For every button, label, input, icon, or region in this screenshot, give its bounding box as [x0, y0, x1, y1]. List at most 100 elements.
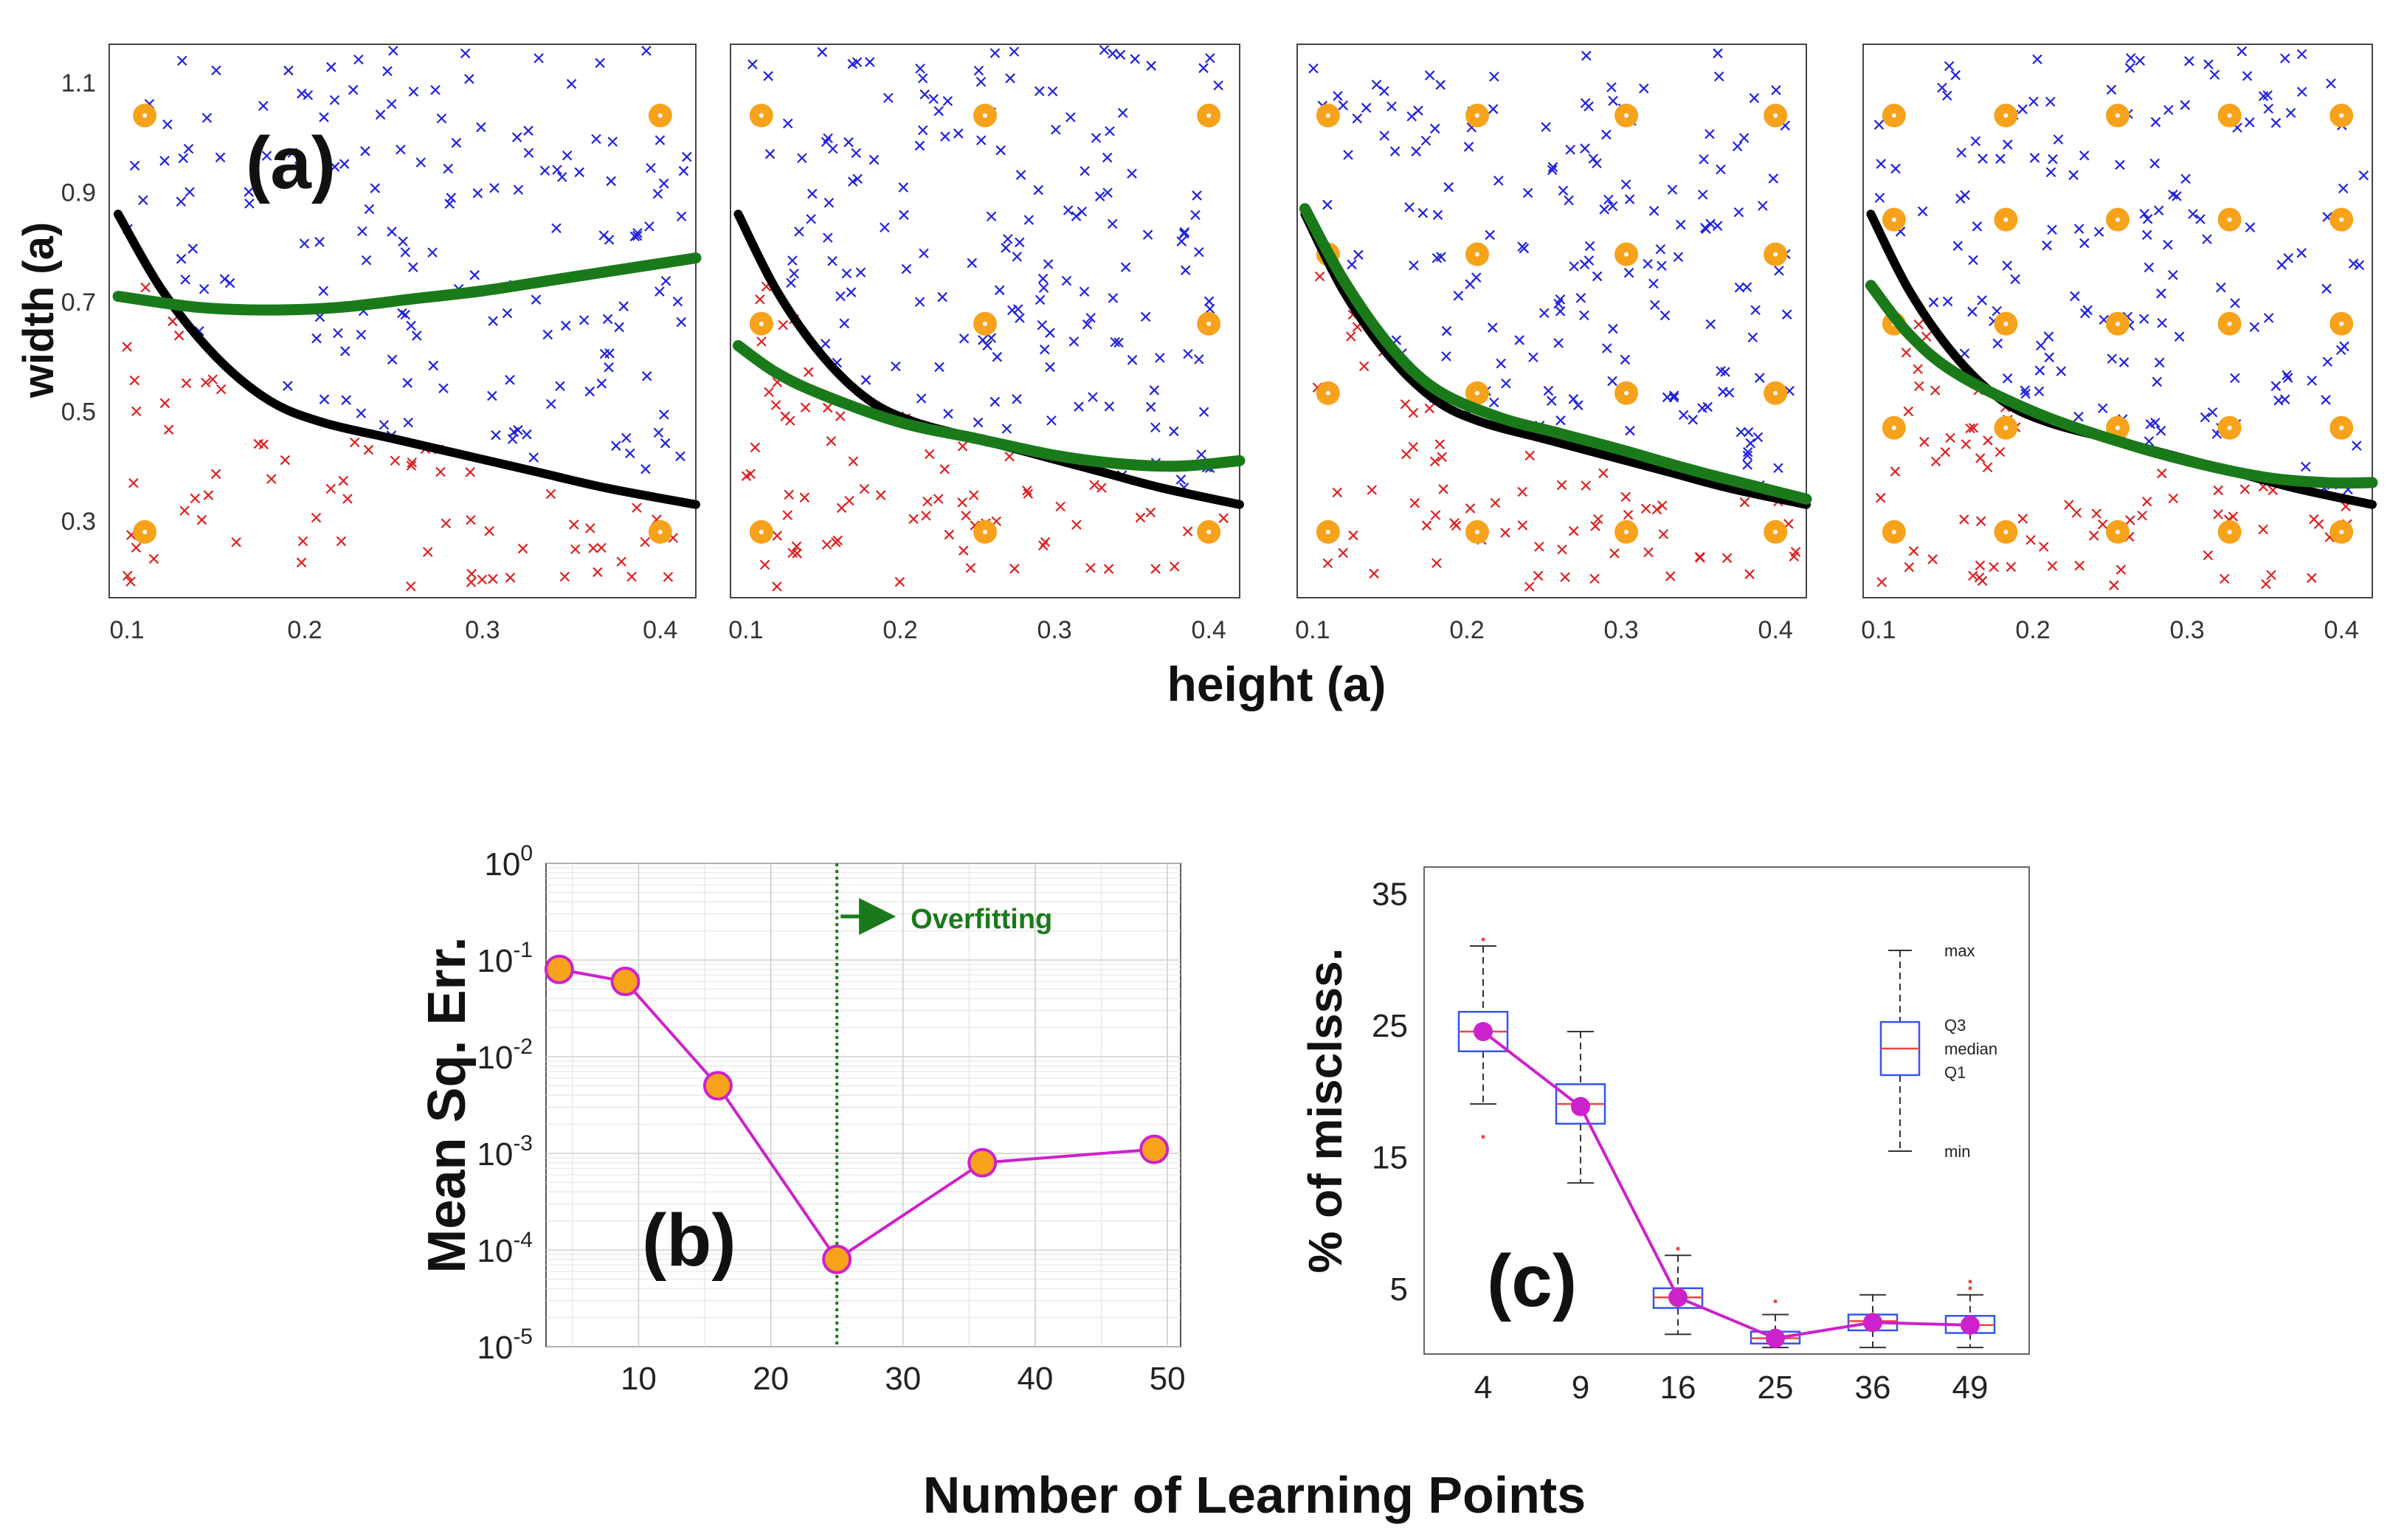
class-above-marker	[1522, 187, 1533, 198]
class-above-marker	[1745, 438, 1756, 449]
y-tick-exponent: -2	[513, 1035, 533, 1059]
class-below-marker	[311, 512, 322, 523]
class-above-marker	[198, 283, 210, 294]
class-above-marker	[2082, 305, 2093, 316]
class-above-marker	[446, 193, 457, 203]
class-above-marker	[2142, 214, 2153, 224]
learning-point-center	[2003, 321, 2009, 326]
class-below-marker	[1739, 497, 1750, 508]
class-below-marker	[210, 469, 221, 480]
class-above-marker	[283, 65, 294, 76]
class-below-marker	[1358, 361, 1370, 372]
box-outlier	[1481, 937, 1485, 942]
learning-point-center	[142, 529, 148, 534]
class-below-marker	[944, 529, 955, 540]
class-above-marker	[1429, 123, 1440, 134]
class-above-marker	[2273, 396, 2284, 406]
class-above-marker	[1564, 195, 1574, 206]
class-above-marker	[287, 148, 298, 158]
mse-data-point	[702, 1071, 733, 1101]
class-below-marker	[800, 402, 811, 413]
class-below-marker	[2239, 484, 2251, 494]
class-above-marker	[1205, 52, 1215, 63]
class-below-marker	[1790, 547, 1801, 557]
learning-point-center	[1474, 390, 1479, 396]
class-above-marker	[1015, 313, 1025, 323]
class-above-marker	[1643, 258, 1653, 269]
class-above-marker	[1738, 133, 1750, 143]
class-above-marker	[1127, 355, 1138, 365]
learning-point-center	[983, 113, 987, 118]
class-above-marker	[919, 89, 930, 100]
class-below-marker	[1400, 399, 1411, 410]
class-above-marker	[1338, 100, 1349, 111]
y-tick-label: 35	[1372, 877, 1408, 913]
class-above-marker	[2180, 100, 2190, 111]
class-below-marker	[1913, 319, 1924, 330]
class-below-marker	[1921, 331, 1932, 342]
class-below-marker	[2157, 468, 2167, 479]
class-above-marker	[1006, 305, 1018, 316]
class-above-marker	[533, 53, 544, 63]
class-below-marker	[770, 400, 781, 410]
class-below-marker	[1959, 514, 1969, 525]
class-above-marker	[1732, 141, 1743, 152]
class-below-marker	[1977, 576, 1988, 586]
class-above-marker	[1724, 387, 1735, 398]
class-below-marker	[1913, 364, 1923, 374]
class-below-marker	[848, 456, 859, 466]
class-above-marker	[1379, 86, 1389, 97]
class-above-marker	[507, 434, 518, 444]
class-above-marker	[1741, 282, 1752, 292]
class-above-marker	[2047, 224, 2057, 235]
class-above-marker	[1035, 294, 1046, 305]
class-above-marker	[1659, 310, 1671, 321]
class-above-marker	[787, 255, 798, 266]
class-above-marker	[2048, 153, 2058, 165]
class-above-marker	[1487, 322, 1498, 333]
learning-point-center	[2116, 113, 2120, 118]
class-below-marker	[1908, 546, 1919, 556]
class-above-marker	[847, 176, 858, 187]
class-above-marker	[629, 231, 640, 242]
y-tick-label: 5	[1390, 1271, 1408, 1308]
class-below-marker	[1345, 331, 1356, 342]
class-above-marker	[2282, 370, 2292, 381]
class-below-marker	[585, 523, 595, 534]
class-below-marker	[1218, 513, 1229, 524]
class-above-marker	[2034, 386, 2045, 397]
class-above-marker	[1583, 101, 1594, 111]
class-below-marker	[349, 437, 360, 448]
class-below-marker	[1968, 423, 1979, 433]
plot-frame	[1423, 866, 2030, 1355]
class-below-marker	[1989, 562, 1999, 573]
learning-point-center	[657, 529, 663, 534]
class-above-marker	[469, 270, 480, 280]
class-above-marker	[319, 394, 330, 404]
class-above-marker	[2280, 53, 2290, 63]
class-above-marker	[502, 308, 513, 319]
class-above-marker	[1389, 146, 1401, 156]
class-below-marker	[836, 503, 847, 514]
mse-data-point	[967, 1147, 998, 1178]
y-tick-label: 10-4	[477, 1228, 533, 1269]
class-below-marker	[2064, 500, 2074, 510]
class-above-marker	[1749, 93, 1760, 103]
learning-point-center	[1474, 113, 1479, 118]
class-above-marker	[641, 46, 652, 56]
class-above-marker	[361, 255, 372, 266]
class-above-marker	[436, 113, 447, 124]
class-above-marker	[1967, 306, 1978, 317]
class-above-marker	[1333, 91, 1343, 101]
class-above-marker	[1890, 163, 1901, 174]
class-below-marker	[2261, 579, 2271, 590]
class-below-marker	[131, 406, 142, 417]
class-below-marker	[1437, 452, 1447, 463]
class-above-marker	[641, 370, 652, 381]
class-above-marker	[1175, 474, 1187, 485]
class-above-marker	[1555, 415, 1566, 426]
class-below-marker	[1421, 520, 1432, 531]
class-above-marker	[1950, 70, 1961, 80]
class-above-marker	[1037, 273, 1049, 284]
